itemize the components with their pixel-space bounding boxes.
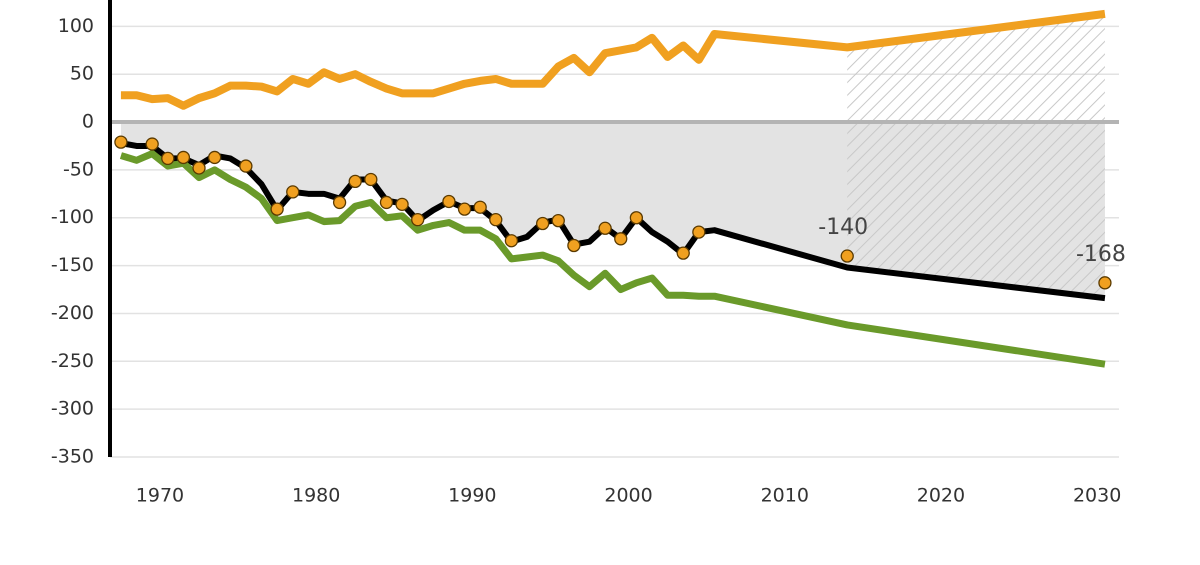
data-point xyxy=(676,246,690,260)
y-tick-label: -100 xyxy=(51,206,94,228)
y-tick-label: -300 xyxy=(51,398,94,420)
y-tick-label: -350 xyxy=(51,446,94,468)
data-point xyxy=(473,200,487,214)
data-point xyxy=(192,161,206,175)
data-point xyxy=(536,216,550,231)
data-point xyxy=(411,213,425,227)
data-point xyxy=(629,211,644,225)
data-point xyxy=(379,195,394,210)
data-point xyxy=(442,194,456,209)
y-tick-label: -150 xyxy=(51,254,94,276)
data-point xyxy=(286,185,300,199)
y-tick-label: -200 xyxy=(51,302,94,324)
x-tick-label: 1980 xyxy=(292,485,340,507)
x-tick-label: 1970 xyxy=(136,485,184,507)
data-point xyxy=(207,150,222,165)
data-point xyxy=(270,202,284,216)
y-tick-label: 50 xyxy=(70,63,94,85)
x-tick-label: 2030 xyxy=(1073,485,1121,507)
data-point xyxy=(332,195,347,210)
data-point xyxy=(348,174,362,189)
data-point xyxy=(598,221,612,235)
series-line xyxy=(119,150,1106,368)
data-point xyxy=(567,238,581,253)
x-tick-label: 2000 xyxy=(604,485,652,507)
y-tick-label: 0 xyxy=(82,111,94,133)
data-point xyxy=(551,213,565,228)
data-point xyxy=(840,249,854,263)
data-point xyxy=(395,197,409,211)
data-point xyxy=(176,150,191,165)
data-label: -168 xyxy=(1076,242,1126,267)
data-point xyxy=(489,213,503,227)
x-tick-label: 1990 xyxy=(448,485,496,507)
y-tick-label: -250 xyxy=(51,350,94,372)
series-line xyxy=(120,140,1106,302)
data-point xyxy=(161,151,175,166)
data-point xyxy=(364,172,378,187)
projection-hatch xyxy=(847,13,1105,299)
data-point xyxy=(457,202,472,216)
y-tick-label: -50 xyxy=(63,158,94,180)
y-tick-label: 100 xyxy=(58,15,94,37)
data-point xyxy=(1098,276,1112,290)
series-line xyxy=(120,9,1106,110)
data-point xyxy=(614,232,628,246)
x-tick-label: 2010 xyxy=(761,485,809,507)
data-label: -140 xyxy=(818,215,868,240)
data-point xyxy=(145,137,159,151)
data-point xyxy=(239,159,253,173)
x-tick-label: 2020 xyxy=(917,485,965,507)
data-point xyxy=(114,135,128,149)
data-point xyxy=(504,234,519,248)
data-point xyxy=(692,225,706,239)
